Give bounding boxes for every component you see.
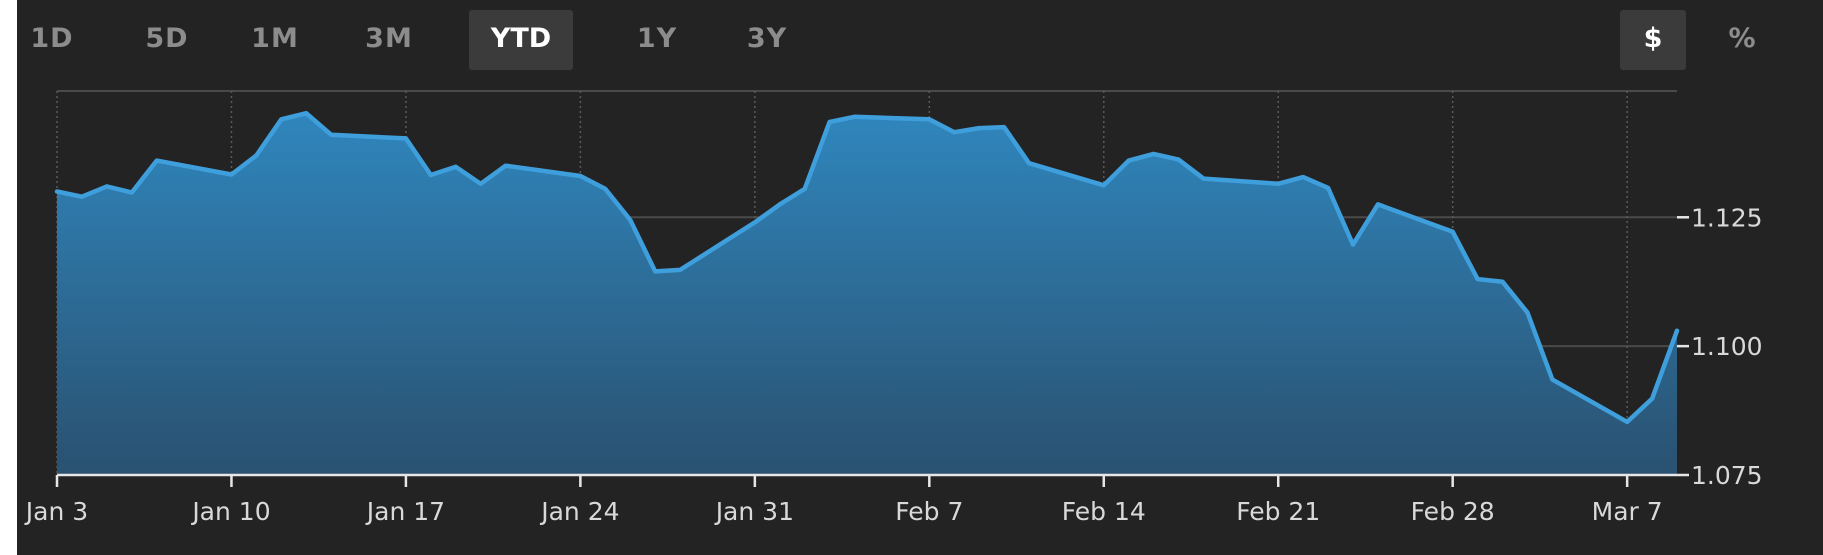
x-tick-label: Jan 3 xyxy=(24,497,88,526)
chart-panel: 1D 5D 1M 3M YTD 1Y 3Y $ % Jan 3 Jan 10 Jan… xyxy=(17,0,1823,555)
x-tick-label: Jan 31 xyxy=(714,497,794,526)
range-button-3y[interactable]: 3Y xyxy=(746,23,788,54)
range-button-3m[interactable]: 3M xyxy=(365,23,413,54)
unit-button-percent[interactable]: % xyxy=(1728,23,1756,54)
unit-button-dollar[interactable]: $ xyxy=(1620,10,1686,70)
price-area-chart: Jan 3 Jan 10 Jan 17 Jan 24 Jan 31 Feb 7 Feb 14… xyxy=(24,90,1763,526)
x-tick-label: Feb 28 xyxy=(1411,497,1495,526)
range-button-1m[interactable]: 1M xyxy=(251,23,299,54)
x-tick-label: Jan 10 xyxy=(190,497,270,526)
range-button-5d[interactable]: 5D xyxy=(145,23,189,54)
x-tick-label: Jan 24 xyxy=(539,497,619,526)
range-button-1y[interactable]: 1Y xyxy=(636,23,678,54)
x-tick-label: Feb 14 xyxy=(1062,497,1146,526)
range-button-1d[interactable]: 1D xyxy=(30,23,74,54)
price-line xyxy=(54,110,1680,425)
x-tick-label: Feb 21 xyxy=(1236,497,1320,526)
y-tick-label: 1.125 xyxy=(1691,203,1763,232)
price-area-fill xyxy=(57,113,1677,475)
y-tick-label: 1.075 xyxy=(1691,461,1763,490)
x-tick-label: Mar 7 xyxy=(1592,497,1663,526)
y-tick-label: 1.100 xyxy=(1691,332,1763,361)
range-button-ytd[interactable]: YTD xyxy=(469,10,573,70)
x-tick-label: Feb 7 xyxy=(895,497,963,526)
x-tick-label: Jan 17 xyxy=(365,497,445,526)
